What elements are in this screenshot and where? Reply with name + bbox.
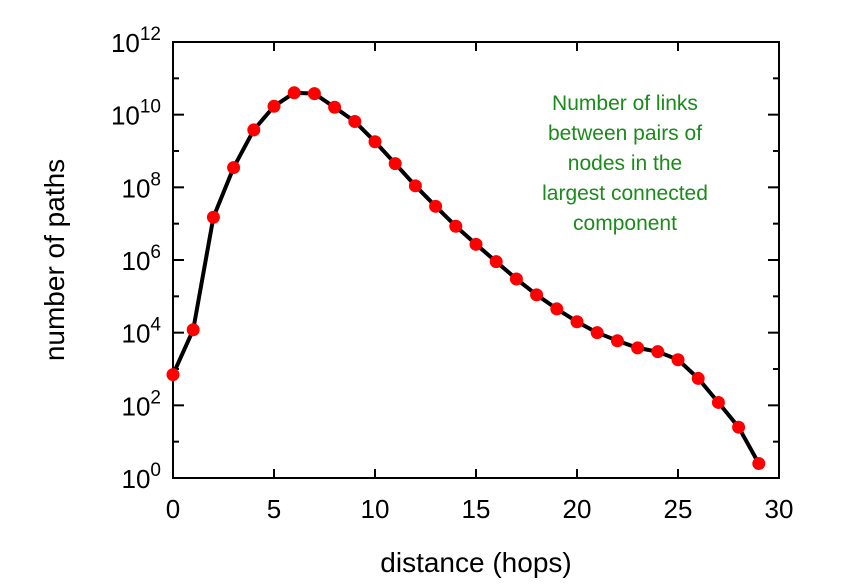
x-tick-label: 0: [166, 494, 180, 524]
data-point: [368, 135, 382, 149]
y-axis-title: number of paths: [39, 159, 70, 361]
data-point: [671, 353, 685, 367]
x-tick-label: 10: [361, 494, 390, 524]
data-point: [550, 302, 564, 316]
x-axis-tick-labels: 0 5 10 15 20 25 30: [166, 494, 794, 524]
data-point: [166, 368, 180, 382]
data-point: [328, 100, 342, 114]
y-tick-label: 1010: [111, 97, 161, 131]
plot-frame: [172, 41, 780, 479]
annotation-line: Number of links: [552, 92, 698, 115]
data-point: [408, 179, 422, 193]
x-tick-label: 5: [267, 494, 281, 524]
y-tick-label: 108: [122, 169, 162, 203]
data-point: [610, 334, 624, 348]
y-axis-tick-labels: 100 102 104 106 108 1010 1012: [111, 24, 161, 494]
data-point: [429, 199, 443, 213]
series-markers: [166, 86, 766, 471]
data-point: [752, 457, 766, 471]
data-point: [307, 87, 321, 101]
annotation-line: component: [573, 212, 677, 235]
data-point: [530, 288, 544, 302]
data-point: [227, 161, 241, 175]
data-point: [732, 420, 746, 434]
data-point: [267, 99, 281, 113]
x-tick-label: 15: [462, 494, 491, 524]
data-point: [348, 114, 362, 128]
data-point: [469, 237, 483, 251]
y-tick-label: 1012: [111, 24, 161, 58]
x-tick-label: 25: [664, 494, 693, 524]
x-tick-label: 20: [563, 494, 592, 524]
data-point: [489, 255, 503, 269]
annotation-line: nodes in the: [568, 152, 682, 175]
data-point: [247, 123, 261, 137]
y-tick-label: 100: [122, 460, 162, 494]
data-point: [206, 210, 220, 224]
series-line: [171, 90, 761, 465]
annotation: Number of links between pairs of nodes in …: [542, 92, 708, 235]
data-point: [287, 86, 301, 100]
data-point: [570, 315, 584, 329]
data-point: [631, 341, 645, 355]
y-tick-label: 106: [122, 242, 162, 276]
data-point: [509, 272, 523, 286]
data-point: [590, 326, 604, 340]
data-point: [651, 345, 665, 359]
data-point: [388, 157, 402, 171]
data-point: [186, 323, 200, 337]
annotation-line: between pairs of: [548, 122, 702, 145]
x-axis-title: distance (hops): [380, 547, 571, 578]
x-tick-label: 30: [765, 494, 794, 524]
y-tick-label: 104: [122, 315, 162, 349]
data-point: [691, 371, 705, 385]
y-tick-label: 102: [122, 387, 162, 421]
annotation-line: largest connected: [542, 182, 708, 205]
data-point: [711, 395, 725, 409]
data-point: [449, 219, 463, 233]
